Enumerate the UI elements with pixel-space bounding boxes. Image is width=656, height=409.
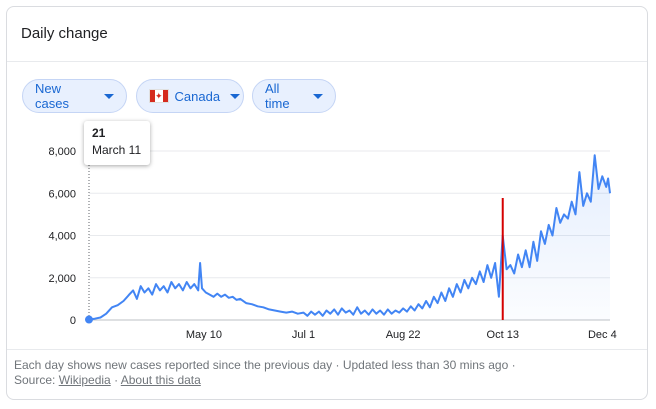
card-title: Daily change (21, 25, 108, 42)
about-data-link[interactable]: About this data (120, 373, 201, 387)
metric-dropdown[interactable]: New cases (22, 79, 127, 113)
period-dropdown-label: All time (265, 81, 290, 111)
chart-tooltip: 21 March 11 (84, 121, 150, 165)
wikipedia-link[interactable]: Wikipedia (58, 373, 111, 387)
x-tick-label: Jul 1 (292, 329, 315, 341)
projection-area (502, 155, 610, 320)
y-tick-label: 6,000 (48, 188, 76, 200)
y-tick-label: 2,000 (48, 273, 76, 285)
chevron-down-icon (230, 93, 241, 99)
x-tick-label: Dec 4 (588, 329, 617, 341)
y-tick-label: 8,000 (48, 146, 76, 158)
chevron-down-icon (313, 93, 323, 99)
y-tick-label: 4,000 (48, 231, 76, 243)
daily-change-card: Daily change New cases ✦ Canada All time (6, 6, 648, 400)
chart-footer: Each day shows new cases reported since … (14, 358, 516, 388)
footer-divider (7, 349, 647, 350)
canada-flag-icon: ✦ (149, 89, 169, 103)
source-label: Source: (14, 373, 56, 387)
tooltip-date: March 11 (92, 143, 142, 157)
header-divider (7, 61, 647, 62)
region-dropdown[interactable]: ✦ Canada (136, 79, 244, 113)
cases-line (88, 154, 611, 321)
metric-dropdown-label: New cases (35, 81, 69, 111)
hover-point (85, 315, 93, 324)
tooltip-value: 21 (92, 126, 106, 140)
region-dropdown-label: Canada (174, 88, 221, 104)
period-dropdown[interactable]: All time (252, 79, 336, 113)
x-tick-label: Aug 22 (386, 329, 421, 341)
footer-separator: · (114, 373, 119, 387)
x-tick-label: May 10 (186, 329, 222, 341)
chevron-down-icon (104, 93, 114, 99)
footer-note: Each day shows new cases reported since … (14, 358, 516, 372)
x-tick-label: Oct 13 (487, 329, 519, 341)
y-tick-label: 0 (70, 315, 76, 327)
